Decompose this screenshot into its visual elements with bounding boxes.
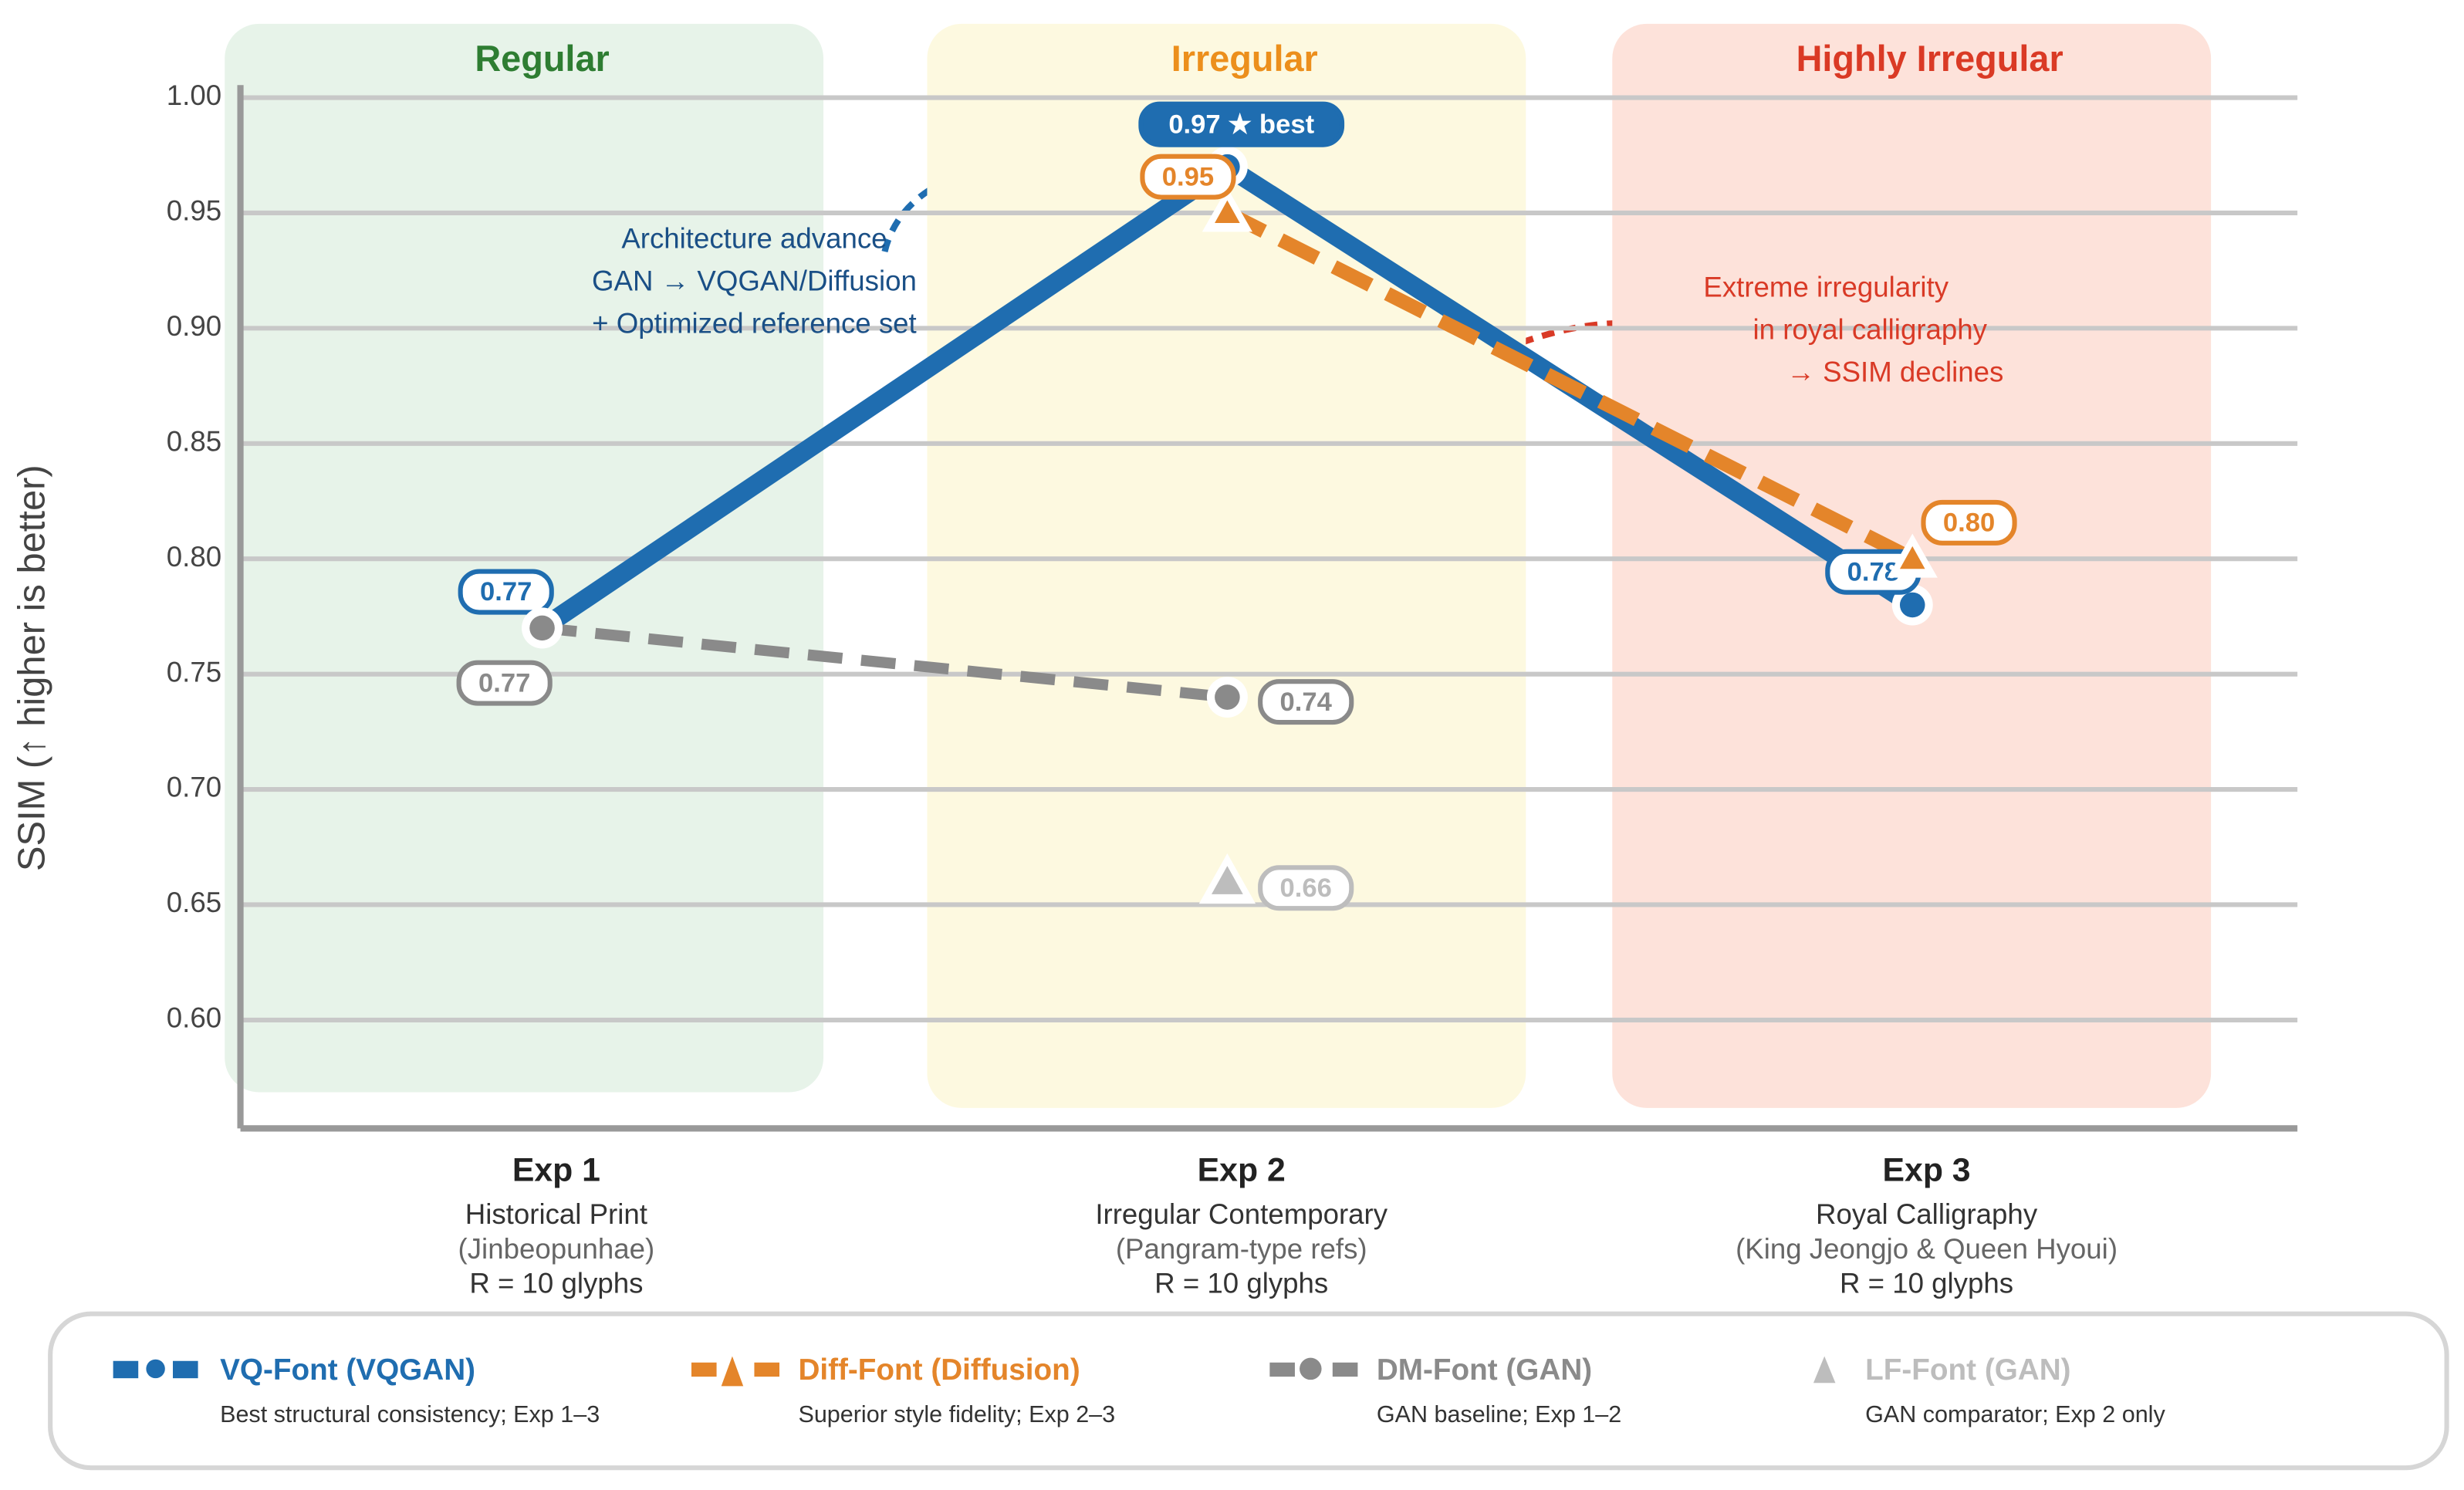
category-detail: Irregular Contemporary (1095, 1198, 1387, 1230)
value-label: 0.74 (1280, 688, 1333, 717)
value-label: 0.77 (480, 577, 532, 606)
value-label-box (1258, 679, 1354, 725)
series-line (1224, 206, 1916, 566)
value-label: 0.95 (1162, 162, 1214, 191)
region-label: Highly Irregular (1796, 39, 2063, 79)
point (1215, 200, 1240, 223)
annotation: + Optimized reference set (592, 307, 917, 339)
legend-label: Diff-Font (Diffusion) (798, 1353, 1080, 1387)
legend-swatch (754, 1362, 780, 1377)
value-label: 0.77 (478, 668, 530, 698)
point (1212, 866, 1243, 894)
annotation: Architecture advance (621, 223, 887, 255)
value-label-box (1921, 499, 2017, 546)
category-detail: Royal Calligraphy (1816, 1198, 2038, 1230)
legend-description: Superior style fidelity; Exp 2–3 (798, 1401, 1115, 1427)
legend-item: Diff-Font (Diffusion) Superior style fide… (691, 1353, 1115, 1427)
y-tick-label: 0.95 (167, 195, 221, 227)
legend-swatch (1332, 1362, 1358, 1377)
y-tick-label: 0.85 (167, 425, 221, 457)
legend-swatch (721, 1356, 744, 1387)
legend-swatch (172, 1360, 198, 1379)
category-detail: (King Jeongjo & Queen Hyoui) (1736, 1233, 2118, 1265)
legend-label: LF-Font (GAN) (1865, 1353, 2070, 1387)
y-tick-label: 1.00 (167, 79, 221, 111)
value-label-box (458, 569, 554, 615)
point (1215, 684, 1240, 710)
x-tick-label: Exp 1 (512, 1152, 600, 1189)
value-label-box (1138, 101, 1345, 147)
legend-swatch (146, 1359, 165, 1379)
y-tick-label: 0.60 (167, 1002, 221, 1034)
legend-label: VQ-Font (VQGAN) (220, 1353, 475, 1387)
legend-description: Best structural consistency; Exp 1–3 (220, 1401, 600, 1427)
annotation: GAN → VQGAN/Diffusion (592, 265, 917, 297)
x-tick-label: Exp 3 (1883, 1152, 1971, 1189)
legend-item: DM-Font (GAN) GAN baseline; Exp 1–2 (1269, 1353, 1621, 1427)
value-label-box (1258, 865, 1354, 911)
y-axis-label: SSIM (↑ higher is better) (12, 465, 53, 871)
value-label: 0.97 ★ best (1168, 110, 1314, 139)
annotation: Extreme irregularity (1703, 272, 1949, 303)
point (1899, 546, 1925, 569)
legend-description: GAN comparator; Exp 2 only (1865, 1401, 2165, 1427)
series-line (541, 622, 1229, 703)
category-detail: R = 10 glyphs (1154, 1268, 1328, 1299)
legend-item: LF-Font (GAN) GAN comparator; Exp 2 only (1813, 1353, 2165, 1427)
y-tick-label: 0.80 (167, 541, 221, 573)
annotation: → SSIM declines (1786, 356, 2003, 388)
region-label: Irregular (1171, 39, 1318, 79)
category-detail: R = 10 glyphs (469, 1268, 643, 1299)
legend-swatch (1269, 1362, 1295, 1377)
point (529, 615, 555, 641)
y-tick-label: 0.90 (167, 310, 221, 342)
legend-box (48, 1311, 2449, 1471)
category-detail: (Pangram-type refs) (1116, 1233, 1367, 1265)
value-label: 0.66 (1280, 873, 1332, 903)
region-label: Regular (475, 39, 609, 79)
legend-swatch (1813, 1356, 1836, 1384)
legend-label: DM-Font (GAN) (1377, 1353, 1592, 1387)
region-band (927, 23, 1526, 1108)
y-tick-label: 0.65 (167, 887, 221, 918)
y-tick-label: 0.70 (167, 772, 221, 803)
category-detail: (Jinbeopunhae) (458, 1233, 655, 1265)
category-detail: Historical Print (465, 1198, 647, 1230)
legend-swatch (691, 1362, 717, 1377)
value-label-box (1140, 154, 1236, 200)
category-detail: R = 10 glyphs (1840, 1268, 2013, 1299)
value-label-box (456, 660, 553, 706)
annotation: in royal calligraphy (1753, 314, 1988, 346)
legend-swatch (113, 1360, 139, 1379)
y-tick-label: 0.75 (167, 656, 221, 688)
legend-description: GAN baseline; Exp 1–2 (1377, 1401, 1621, 1427)
point (1899, 592, 1925, 618)
legend-swatch (1300, 1357, 1322, 1380)
value-label: 0.78 (1847, 557, 1899, 586)
legend-item: VQ-Font (VQGAN) Best structural consisten… (113, 1353, 600, 1427)
value-label: 0.80 (1943, 508, 1995, 538)
x-tick-label: Exp 2 (1198, 1152, 1286, 1189)
